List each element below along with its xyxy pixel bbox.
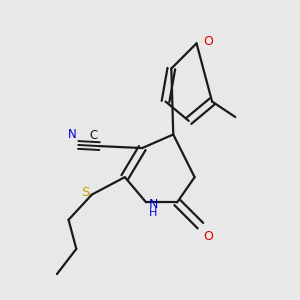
- Text: O: O: [203, 230, 213, 242]
- Text: N: N: [149, 198, 159, 211]
- Text: S: S: [81, 186, 89, 199]
- Text: C: C: [89, 129, 98, 142]
- Text: H: H: [149, 208, 158, 218]
- Text: O: O: [203, 35, 213, 48]
- Text: N: N: [68, 128, 76, 141]
